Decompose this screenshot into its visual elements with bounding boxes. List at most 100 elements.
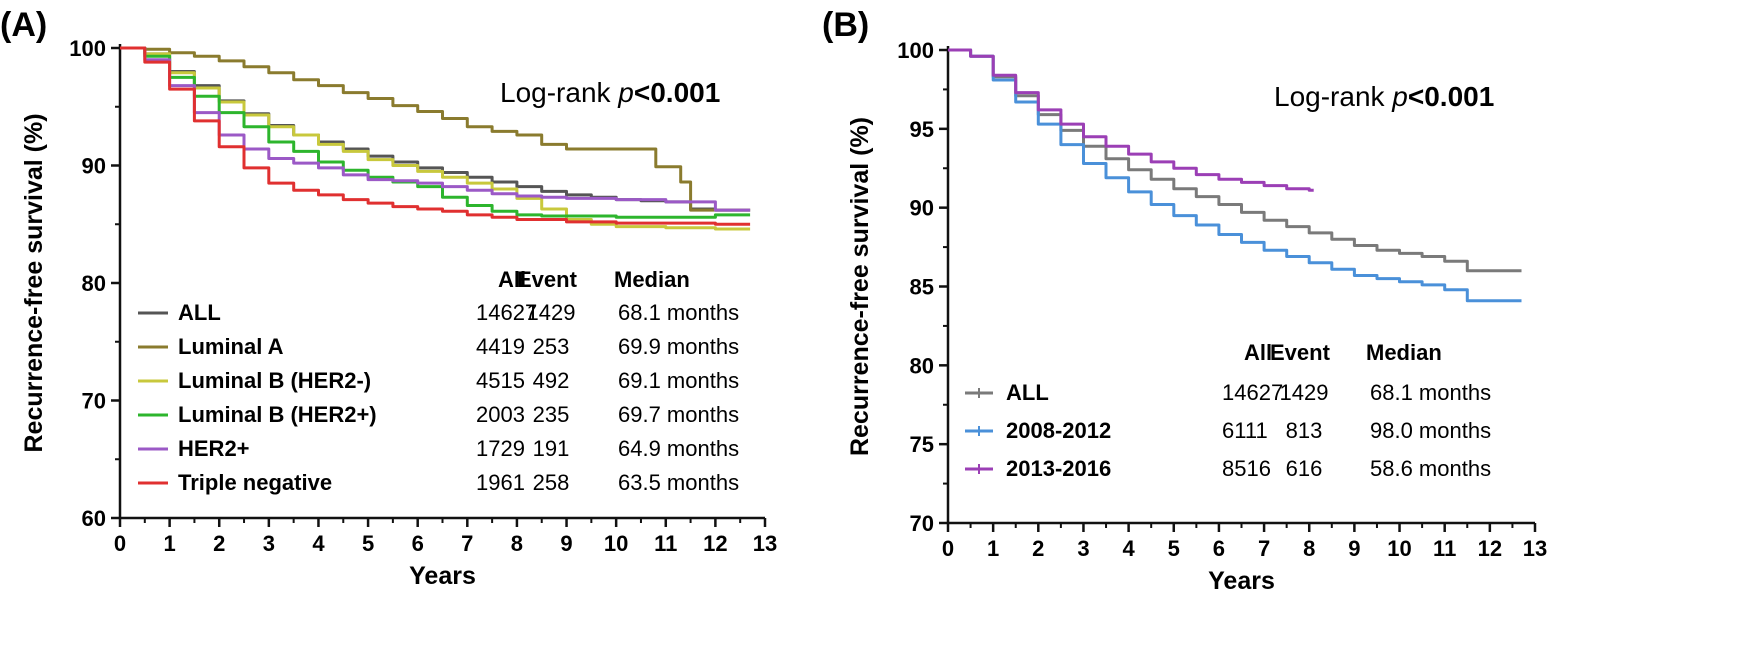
x-tick-label: 12 [703, 531, 727, 556]
x-tick-label: 9 [560, 531, 572, 556]
y-tick-label: 70 [82, 389, 106, 414]
legend-event-her2: 191 [533, 436, 570, 461]
series-line-luminal-a [120, 46, 751, 212]
x-tick-label: 5 [362, 531, 374, 556]
y-tick-label: 90 [910, 196, 934, 221]
table-header-all: All [498, 267, 526, 292]
y-tick-label: 80 [82, 271, 106, 296]
legend-label-luminal-a: Luminal A [178, 334, 284, 359]
table-header-median: Median [1366, 340, 1442, 365]
legend-all-luminal-b-her2: 2003 [476, 402, 525, 427]
logrank-value: <0.001 [634, 77, 720, 108]
legend-event-2013-2016: 616 [1286, 456, 1323, 481]
x-axis-title: Years [409, 562, 476, 590]
legend-event-luminal-a: 253 [533, 334, 570, 359]
legend-all-her2: 1729 [476, 436, 525, 461]
x-tick-label: 13 [1523, 536, 1547, 561]
series-line-her2 [120, 46, 751, 212]
x-tick-label: 8 [1303, 536, 1315, 561]
y-axis-title: Recurrence-free survival (%) [846, 117, 874, 456]
legend-label-luminal-b-her2: Luminal B (HER2-) [178, 368, 371, 393]
y-tick-label: 75 [910, 432, 934, 457]
series-line-luminal-b-her2 [120, 46, 751, 219]
legend-label-triple-negative: Triple negative [178, 470, 332, 495]
x-tick-label: 4 [1122, 536, 1135, 561]
x-tick-label: 7 [461, 531, 473, 556]
x-tick-label: 11 [654, 531, 677, 556]
table-header-event: Event [517, 267, 578, 292]
legend-median-2013-2016: 58.6 months [1370, 456, 1491, 481]
y-tick-label: 85 [910, 275, 934, 300]
x-tick-label: 0 [942, 536, 954, 561]
legend-event-all: 1429 [1280, 380, 1329, 405]
legend-label-all: ALL [1006, 380, 1049, 405]
panel-label: (B) [822, 6, 869, 44]
x-tick-label: 12 [1478, 536, 1502, 561]
y-tick-label: 95 [910, 117, 934, 142]
x-tick-label: 10 [1387, 536, 1411, 561]
x-tick-label: 0 [114, 531, 126, 556]
x-tick-label: 3 [1077, 536, 1089, 561]
logrank-p: p [1391, 81, 1408, 112]
legend-median-luminal-b-her2: 69.7 months [618, 402, 739, 427]
legend-all-all: 14627 [476, 300, 537, 325]
legend-all-2013-2016: 8516 [1222, 456, 1271, 481]
legend-event-2008-2012: 813 [1286, 418, 1323, 443]
x-tick-label: 4 [312, 531, 325, 556]
x-tick-label: 10 [604, 531, 628, 556]
x-tick-label: 6 [412, 531, 424, 556]
x-tick-label: 5 [1168, 536, 1180, 561]
legend-label-all: ALL [178, 300, 221, 325]
legend-median-all: 68.1 months [1370, 380, 1491, 405]
logrank-value: <0.001 [1408, 81, 1494, 112]
legend-label-luminal-b-her2: Luminal B (HER2+) [178, 402, 377, 427]
legend-label-her2: HER2+ [178, 436, 250, 461]
logrank-annotation: Log-rank p<0.001 [500, 77, 720, 108]
x-axis-title: Years [1208, 567, 1275, 595]
x-tick-label: 6 [1213, 536, 1225, 561]
series-line-2008-2012 [948, 48, 1522, 303]
legend-median-luminal-a: 69.9 months [618, 334, 739, 359]
legend-all-all: 14627 [1222, 380, 1283, 405]
logrank-annotation: Log-rank p<0.001 [1274, 81, 1494, 112]
y-tick-label: 90 [82, 154, 106, 179]
y-tick-label: 80 [910, 353, 934, 378]
x-tick-label: 7 [1258, 536, 1270, 561]
legend-median-triple-negative: 63.5 months [618, 470, 739, 495]
legend-median-her2: 64.9 months [618, 436, 739, 461]
legend-event-triple-negative: 258 [533, 470, 570, 495]
legend-all-luminal-b-her2: 4515 [476, 368, 525, 393]
legend-all-triple-negative: 1961 [476, 470, 525, 495]
logrank-p: p [617, 77, 634, 108]
series-line-triple-negative [120, 46, 751, 226]
panel-label: (A) [0, 6, 47, 44]
x-tick-label: 1 [987, 536, 999, 561]
table-header-median: Median [614, 267, 690, 292]
x-tick-label: 1 [163, 531, 175, 556]
legend-median-luminal-b-her2: 69.1 months [618, 368, 739, 393]
x-tick-label: 11 [1433, 536, 1456, 561]
legend-median-all: 68.1 months [618, 300, 739, 325]
legend-median-2008-2012: 98.0 months [1370, 418, 1491, 443]
logrank-prefix: Log-rank [500, 77, 618, 108]
logrank-prefix: Log-rank [1274, 81, 1392, 112]
x-tick-label: 13 [753, 531, 777, 556]
table-header-event: Event [1270, 340, 1331, 365]
x-tick-label: 2 [1032, 536, 1044, 561]
x-tick-label: 2 [213, 531, 225, 556]
legend-all-2008-2012: 6111 [1222, 418, 1268, 443]
x-tick-label: 3 [263, 531, 275, 556]
y-tick-label: 60 [82, 506, 106, 531]
series-line-2013-2016 [948, 48, 1314, 192]
legend-event-luminal-b-her2: 492 [533, 368, 570, 393]
x-tick-label: 8 [511, 531, 523, 556]
legend-event-all: 1429 [527, 300, 576, 325]
y-tick-label: 100 [897, 38, 934, 63]
legend-all-luminal-a: 4419 [476, 334, 525, 359]
legend-event-luminal-b-her2: 235 [533, 402, 570, 427]
legend-label-2013-2016: 2013-2016 [1006, 456, 1111, 481]
legend-label-2008-2012: 2008-2012 [1006, 418, 1111, 443]
